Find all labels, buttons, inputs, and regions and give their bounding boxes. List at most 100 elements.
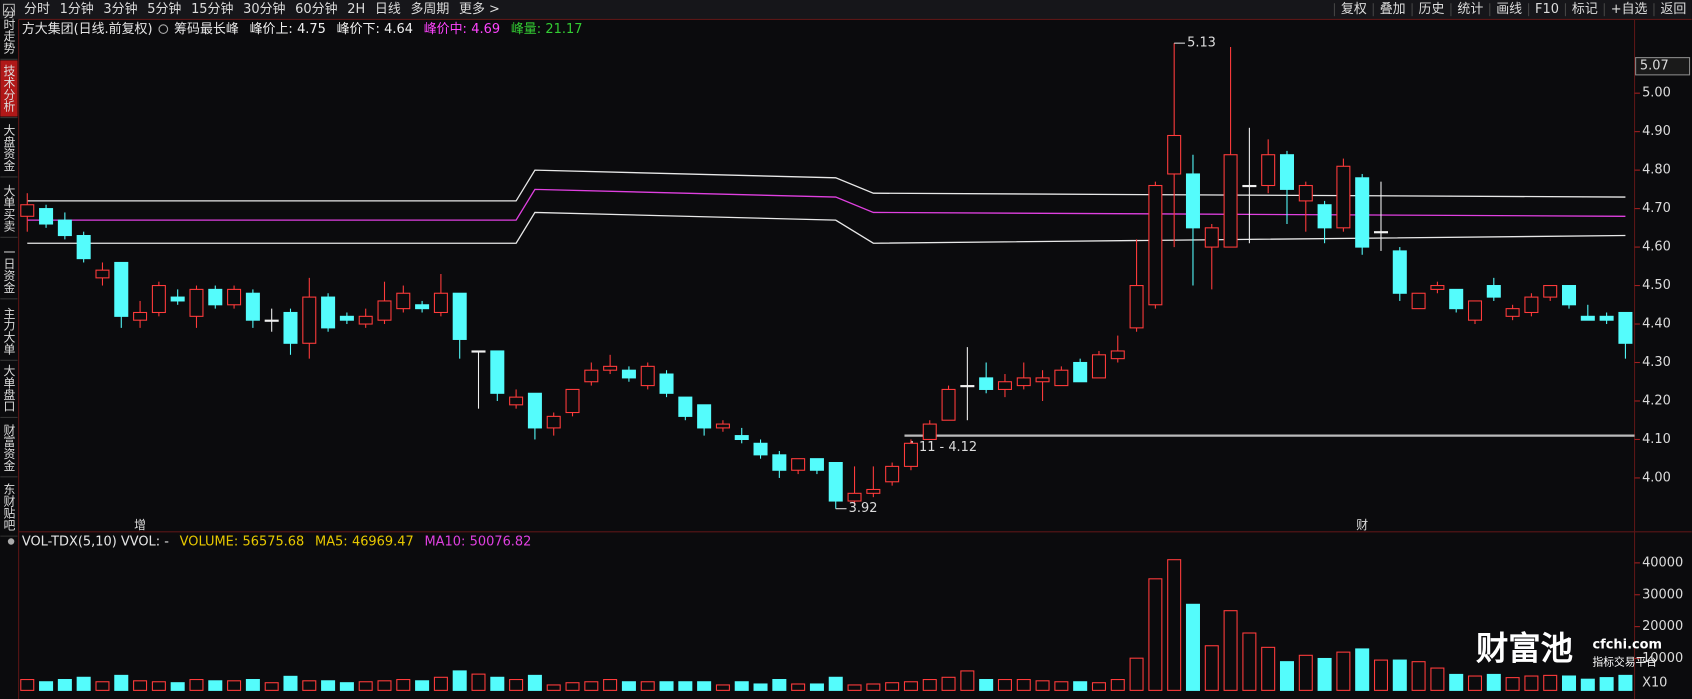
volume-bar xyxy=(1543,674,1558,691)
candle-body xyxy=(1524,296,1539,314)
candle-body xyxy=(527,392,542,429)
candle-body xyxy=(490,350,505,394)
volume-bar xyxy=(264,682,279,691)
y-tick-label: 20000 xyxy=(1642,619,1683,634)
y-tick-label: 4.10 xyxy=(1642,432,1671,447)
candle-body xyxy=(979,377,994,390)
volume-bar xyxy=(1505,677,1520,691)
period-tab[interactable]: 日线 xyxy=(375,2,401,17)
y-tick-label: 4.20 xyxy=(1642,393,1671,408)
volume-bar xyxy=(866,683,881,691)
candle-body xyxy=(1392,250,1407,294)
tool-button[interactable]: 叠加 xyxy=(1380,2,1406,17)
candle-body xyxy=(866,488,881,494)
indicator-icon xyxy=(7,538,15,545)
volume-bar xyxy=(302,680,317,691)
candle-body xyxy=(922,423,937,440)
stat-value: 4.64 xyxy=(384,22,413,37)
sidebar-tab[interactable]: 分时走势 xyxy=(2,6,16,53)
volume-bar xyxy=(997,678,1012,691)
sidebar-tab[interactable]: 一日资金 xyxy=(2,246,16,293)
candle-body xyxy=(95,269,110,279)
candle-body xyxy=(1562,285,1577,306)
candle-body xyxy=(1279,154,1294,190)
sidebar-tab[interactable]: 主力大单 xyxy=(2,307,16,356)
sidebar-tab[interactable]: 技术分析 xyxy=(2,65,16,113)
y-tick-label: 4.60 xyxy=(1642,240,1671,255)
chip-peak-line xyxy=(27,169,1626,202)
volume-bar xyxy=(640,681,655,691)
candle-body xyxy=(809,458,824,471)
tool-button[interactable]: 历史 xyxy=(1419,2,1445,17)
period-tab[interactable]: 15分钟 xyxy=(191,1,233,17)
volume-bar xyxy=(490,676,505,691)
volume-bar xyxy=(57,678,72,691)
sidebar-tab[interactable]: 东财贴吧 xyxy=(2,483,16,530)
stat-label: 峰量: xyxy=(511,22,541,37)
candle-body xyxy=(1618,311,1633,344)
period-tab[interactable]: 3分钟 xyxy=(103,1,137,17)
y-tick-label: 4.50 xyxy=(1642,278,1671,293)
period-tab[interactable]: 多周期 xyxy=(411,2,450,17)
candle-body xyxy=(1167,134,1182,175)
stat-label: MA5: xyxy=(315,534,348,549)
sidebar-tab[interactable]: 财富资金 xyxy=(2,423,16,471)
period-tab[interactable]: 30分钟 xyxy=(243,1,285,17)
tool-button[interactable]: +自选 xyxy=(1611,2,1648,17)
candle-body xyxy=(1298,184,1313,202)
tool-button[interactable]: 复权 xyxy=(1341,1,1367,17)
candle-body xyxy=(57,219,72,237)
volume-bar xyxy=(753,683,768,691)
stat-label: VOLUME: xyxy=(180,534,239,549)
candle-body xyxy=(1091,354,1106,379)
menu-icon[interactable] xyxy=(2,3,15,16)
y-tick-label: 4.80 xyxy=(1642,163,1671,178)
candle-body xyxy=(565,388,580,414)
sidebar-tab[interactable]: 大单买卖 xyxy=(2,184,16,233)
volume-bar xyxy=(584,681,599,691)
period-tab[interactable]: 60分钟 xyxy=(295,1,337,17)
candle-body xyxy=(302,296,317,344)
candle-body xyxy=(1373,231,1389,234)
tool-button[interactable]: F10 xyxy=(1535,2,1559,17)
sidebar-tab[interactable]: 大盘资金 xyxy=(2,123,16,171)
period-tab[interactable]: 2H xyxy=(347,2,365,17)
volume-bar xyxy=(321,680,336,691)
volume-bar xyxy=(20,678,35,691)
period-tab[interactable]: 更多 > xyxy=(459,2,500,17)
tool-button[interactable]: 统计 xyxy=(1457,2,1483,17)
candle-body xyxy=(339,315,354,321)
y-tick-label: 30000 xyxy=(1642,587,1683,602)
tool-button[interactable]: 返回 xyxy=(1660,2,1686,17)
extreme-label: 5.13 xyxy=(1187,36,1216,51)
tool-button[interactable]: 标记 xyxy=(1572,2,1598,17)
volume-bar xyxy=(1373,659,1389,691)
indicator-icon[interactable] xyxy=(158,24,169,34)
tool-button[interactable]: 画线 xyxy=(1496,2,1522,17)
volume-bar xyxy=(546,684,561,691)
toolbar-bg xyxy=(0,0,1692,20)
period-tab[interactable]: 分时 xyxy=(24,2,50,17)
candle-body xyxy=(1204,227,1219,248)
volume-bar xyxy=(1016,678,1031,691)
y-tick-label: 4.30 xyxy=(1642,355,1671,370)
volume-bar xyxy=(885,682,900,691)
volume-bar xyxy=(527,674,542,691)
volume-bar xyxy=(1486,673,1501,691)
volume-bar xyxy=(396,678,411,691)
volume-bar xyxy=(1204,645,1219,691)
sidebar-tab[interactable]: 大单盘口 xyxy=(2,364,16,412)
candle-body xyxy=(208,288,223,306)
period-tab[interactable]: 1分钟 xyxy=(60,1,94,17)
candle-body xyxy=(584,369,599,383)
candle-body xyxy=(903,442,918,467)
period-tab[interactable]: 5分钟 xyxy=(147,1,181,17)
y-tick-label: 40000 xyxy=(1642,555,1683,570)
candle-body xyxy=(415,304,430,310)
candle-body xyxy=(1411,292,1426,310)
candle-body xyxy=(39,208,54,225)
volume-bar xyxy=(659,681,674,691)
candle-body xyxy=(1580,315,1595,321)
candle-body xyxy=(471,350,486,353)
volume-bar xyxy=(1223,610,1238,691)
